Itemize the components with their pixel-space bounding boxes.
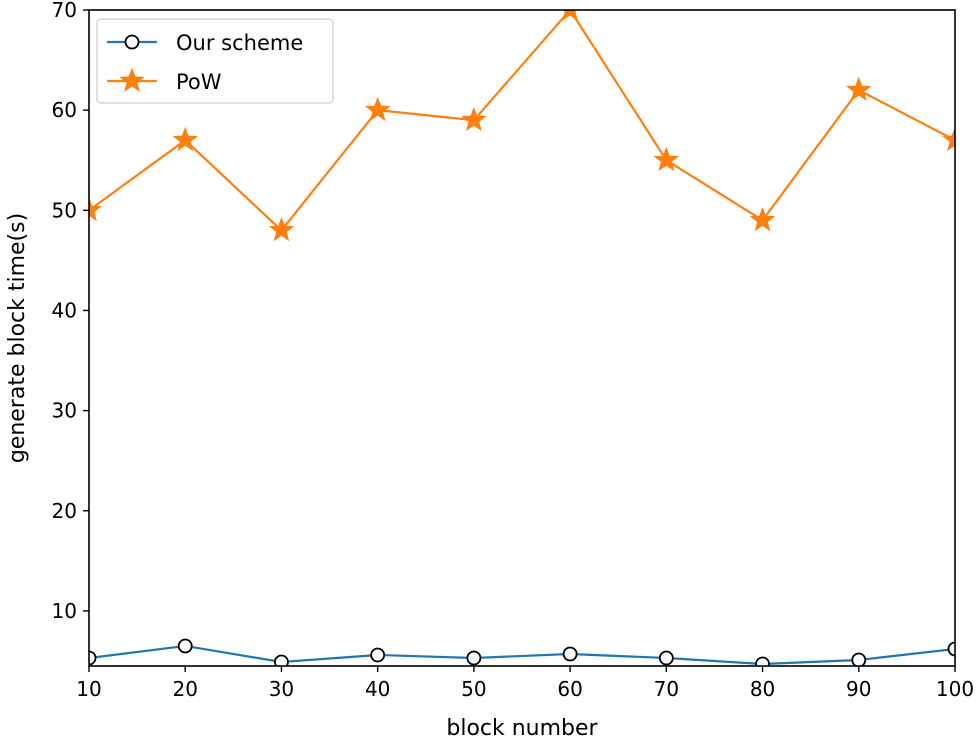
x-tick-label: 50	[461, 677, 486, 701]
x-tick-label: 60	[557, 677, 582, 701]
legend-label-pow: PoW	[176, 70, 222, 94]
y-tick-label: 20	[52, 499, 77, 523]
data-point-pow	[172, 126, 199, 152]
x-tick-label: 30	[269, 677, 294, 701]
data-point-pow	[653, 146, 680, 172]
y-tick-label: 40	[52, 298, 77, 322]
data-point-our-scheme	[562, 646, 578, 662]
legend-label-our-scheme: Our scheme	[176, 31, 303, 55]
series-our-scheme	[89, 638, 955, 666]
series-line-pow	[89, 10, 955, 232]
x-tick-label: 70	[654, 677, 679, 701]
series-layer	[89, 10, 955, 666]
data-point-pow	[749, 206, 776, 232]
data-point-our-scheme	[755, 656, 770, 666]
data-point-our-scheme	[370, 647, 386, 663]
plot-frame	[88, 9, 956, 667]
legend-marker-pow	[119, 67, 145, 92]
data-point-our-scheme	[851, 652, 867, 666]
series-line-our-scheme	[89, 644, 955, 666]
x-tick-label: 10	[76, 677, 101, 701]
x-axis-label: block number	[446, 716, 598, 740]
series-pow	[89, 10, 955, 242]
data-point-our-scheme	[89, 650, 97, 666]
data-point-pow	[845, 76, 872, 101]
x-axis: 10 20 30 40 50 60 70 80 90 100	[76, 666, 974, 701]
data-point-our-scheme	[466, 650, 482, 666]
legend: Our scheme PoW	[96, 18, 334, 104]
legend-entry-pow: PoW	[107, 67, 222, 94]
y-tick-label: 70	[52, 0, 77, 22]
y-tick-label: 30	[52, 399, 77, 423]
y-tick-label: 50	[52, 198, 77, 222]
data-point-our-scheme	[177, 638, 193, 654]
data-point-pow	[942, 126, 955, 152]
data-point-our-scheme	[658, 650, 674, 666]
y-tick-label: 60	[52, 98, 77, 122]
x-tick-label: 90	[846, 677, 871, 701]
y-axis-label: generate block time(s)	[5, 213, 30, 463]
legend-marker-our-scheme	[124, 34, 140, 50]
legend-entry-our-scheme: Our scheme	[107, 31, 303, 55]
data-point-our-scheme	[947, 641, 955, 657]
x-tick-label: 40	[365, 677, 390, 701]
data-point-pow	[268, 216, 295, 242]
data-point-pow	[461, 106, 487, 132]
x-tick-label: 80	[750, 677, 775, 701]
data-point-our-scheme	[274, 654, 289, 666]
x-tick-label: 100	[936, 677, 974, 701]
y-tick-label: 10	[52, 599, 77, 623]
data-point-pow	[562, 10, 579, 21]
x-tick-label: 20	[172, 677, 197, 701]
y-axis: 10 20 30 40 50 60 70	[52, 0, 89, 623]
data-point-pow	[364, 96, 391, 122]
data-point-pow	[89, 196, 102, 222]
